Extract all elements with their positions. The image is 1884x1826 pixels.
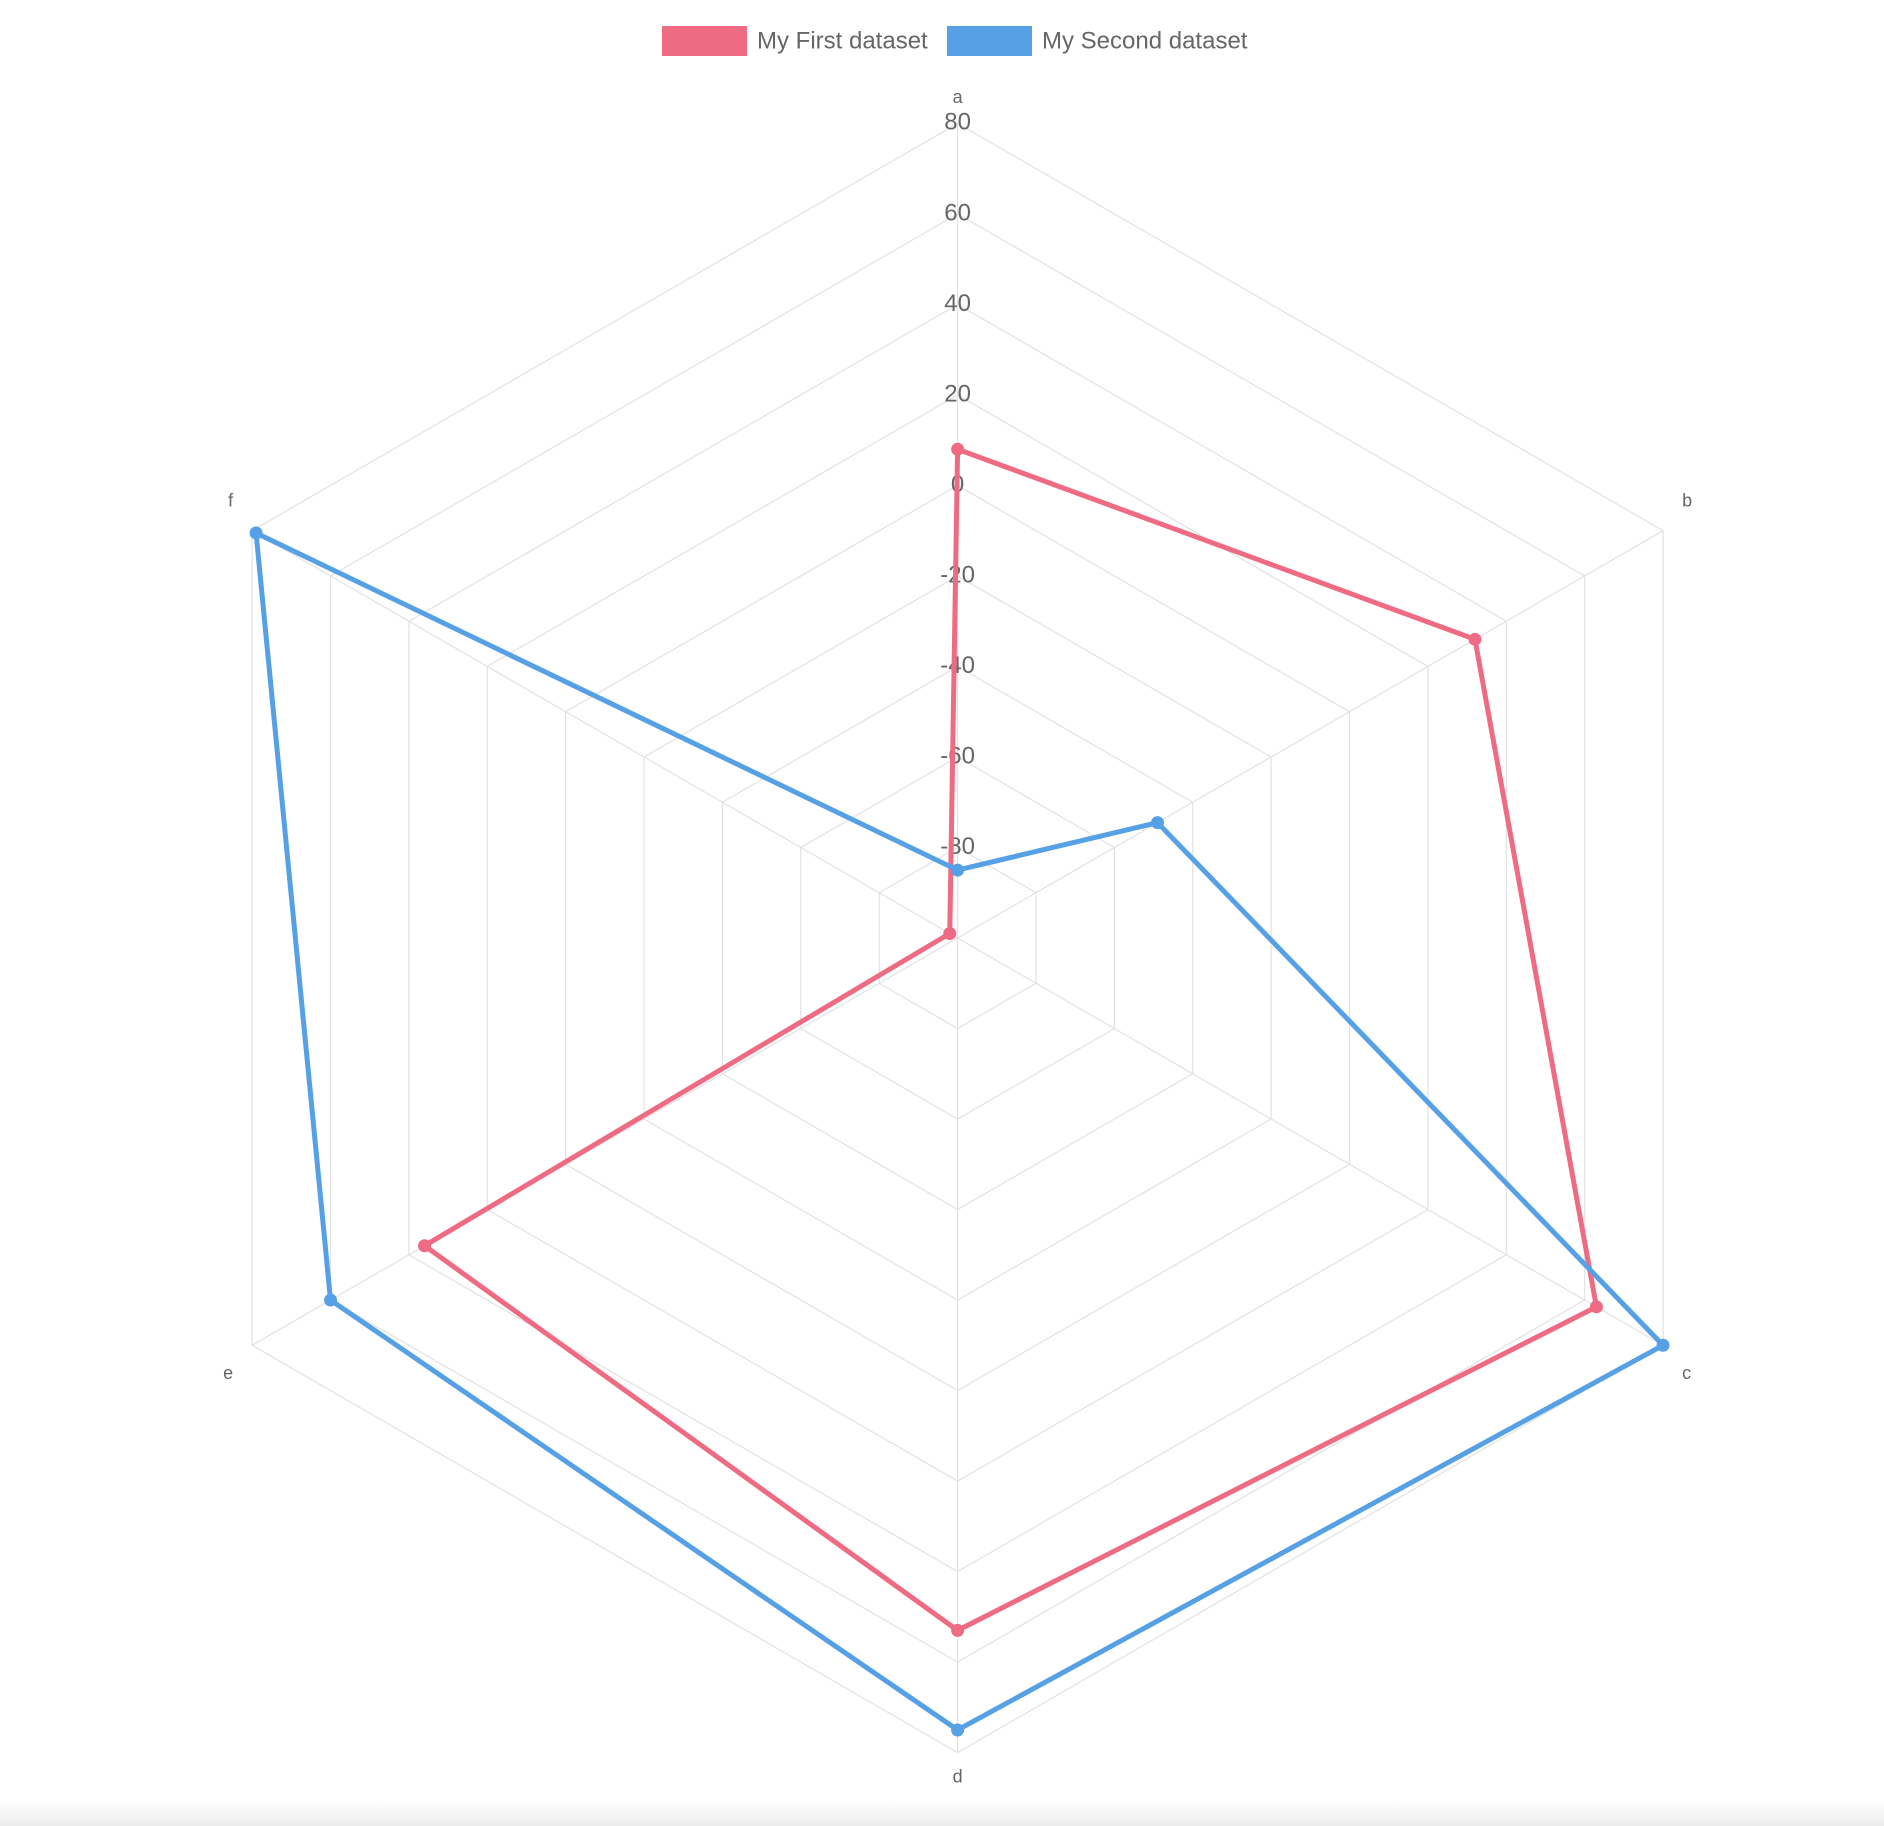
- data-point: [951, 1723, 965, 1737]
- legend-label: My Second dataset: [1042, 27, 1248, 54]
- data-point: [324, 1293, 338, 1307]
- grid-ring: [643, 575, 1272, 1301]
- grid-ring: [565, 484, 1351, 1392]
- angle-line: [957, 937, 1664, 1346]
- grid-ring: [721, 665, 1194, 1211]
- data-point: [1656, 1338, 1670, 1352]
- data-point: [249, 526, 263, 540]
- tick-label: 80: [944, 109, 971, 136]
- grid-ring: [486, 394, 1429, 1482]
- tick-label: 60: [944, 199, 971, 226]
- grid-ring: [408, 303, 1507, 1573]
- grid-ring: [878, 846, 1037, 1030]
- series-line: [420, 445, 1600, 1634]
- point-label: a: [953, 87, 964, 107]
- tick-label: 40: [944, 290, 971, 317]
- data-point: [943, 926, 957, 940]
- angle-line: [251, 530, 958, 939]
- legend-swatch: [947, 26, 1032, 56]
- angle-line: [251, 937, 958, 1346]
- tick-label: -40: [940, 652, 975, 679]
- point-label: e: [223, 1363, 233, 1383]
- tick-label: -80: [940, 833, 975, 860]
- tick-label: 20: [944, 380, 971, 407]
- browser-edge: [0, 1800, 1884, 1826]
- angle-line: [957, 530, 1664, 939]
- point-label: c: [1682, 1363, 1691, 1383]
- point-label: f: [228, 490, 234, 510]
- legend-label: My First dataset: [757, 27, 928, 54]
- data-point: [1468, 632, 1482, 646]
- grid-ring: [329, 213, 1586, 1663]
- tick-label: -60: [940, 742, 975, 769]
- data-point: [418, 1239, 432, 1253]
- legend-swatch: [662, 26, 747, 56]
- data-point: [1150, 816, 1164, 830]
- grid-ring: [800, 756, 1115, 1120]
- series-line: [253, 528, 1668, 1733]
- data-point: [951, 863, 965, 877]
- data-point: [951, 1623, 965, 1637]
- point-label: d: [953, 1766, 963, 1786]
- data-point: [1589, 1300, 1603, 1314]
- point-label: b: [1682, 490, 1692, 510]
- data-point: [951, 442, 965, 456]
